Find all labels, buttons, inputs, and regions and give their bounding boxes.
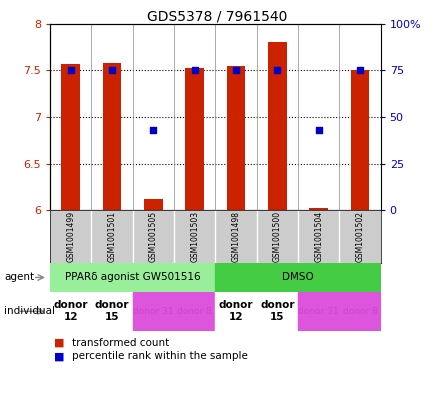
Point [232, 67, 239, 73]
Text: donor 8: donor 8 [177, 307, 212, 316]
Text: donor 31: donor 31 [298, 307, 338, 316]
Text: individual: individual [4, 306, 55, 316]
Text: donor 31: donor 31 [133, 307, 173, 316]
Point [273, 67, 280, 73]
Point [315, 127, 322, 133]
Text: GSM1001503: GSM1001503 [190, 211, 199, 263]
Point [67, 67, 74, 73]
Bar [256, 292, 297, 331]
Bar [102, 63, 121, 210]
Text: GSM1001498: GSM1001498 [231, 211, 240, 262]
Bar [215, 292, 256, 331]
Text: donor
12: donor 12 [53, 301, 88, 322]
Bar [132, 292, 174, 331]
Text: GSM1001504: GSM1001504 [313, 211, 322, 263]
Text: donor
15: donor 15 [95, 301, 129, 322]
Bar [309, 208, 327, 210]
Text: ■: ■ [54, 338, 65, 348]
Bar [174, 292, 215, 331]
Bar [267, 42, 286, 210]
Point [108, 67, 115, 73]
Point [191, 67, 198, 73]
Bar [297, 292, 339, 331]
Bar [50, 263, 215, 292]
Text: donor
15: donor 15 [260, 301, 294, 322]
Text: percentile rank within the sample: percentile rank within the sample [72, 351, 247, 362]
Text: agent: agent [4, 272, 34, 283]
Text: donor 8: donor 8 [342, 307, 377, 316]
Bar [350, 70, 368, 210]
Text: ■: ■ [54, 351, 65, 362]
Bar [50, 292, 91, 331]
Bar [144, 199, 162, 210]
Text: PPARδ agonist GW501516: PPARδ agonist GW501516 [65, 272, 200, 283]
Bar [339, 292, 380, 331]
Bar [215, 263, 380, 292]
Text: GSM1001501: GSM1001501 [107, 211, 116, 262]
Text: GDS5378 / 7961540: GDS5378 / 7961540 [147, 10, 287, 24]
Bar [226, 66, 245, 210]
Bar [185, 68, 204, 210]
Text: DMSO: DMSO [282, 272, 313, 283]
Bar [91, 292, 132, 331]
Text: GSM1001505: GSM1001505 [148, 211, 158, 263]
Point [356, 67, 363, 73]
Text: transformed count: transformed count [72, 338, 169, 348]
Text: GSM1001499: GSM1001499 [66, 211, 75, 263]
Text: GSM1001502: GSM1001502 [355, 211, 364, 262]
Text: GSM1001500: GSM1001500 [272, 211, 281, 263]
Point [149, 127, 157, 133]
Text: donor
12: donor 12 [218, 301, 253, 322]
Bar [61, 64, 80, 210]
